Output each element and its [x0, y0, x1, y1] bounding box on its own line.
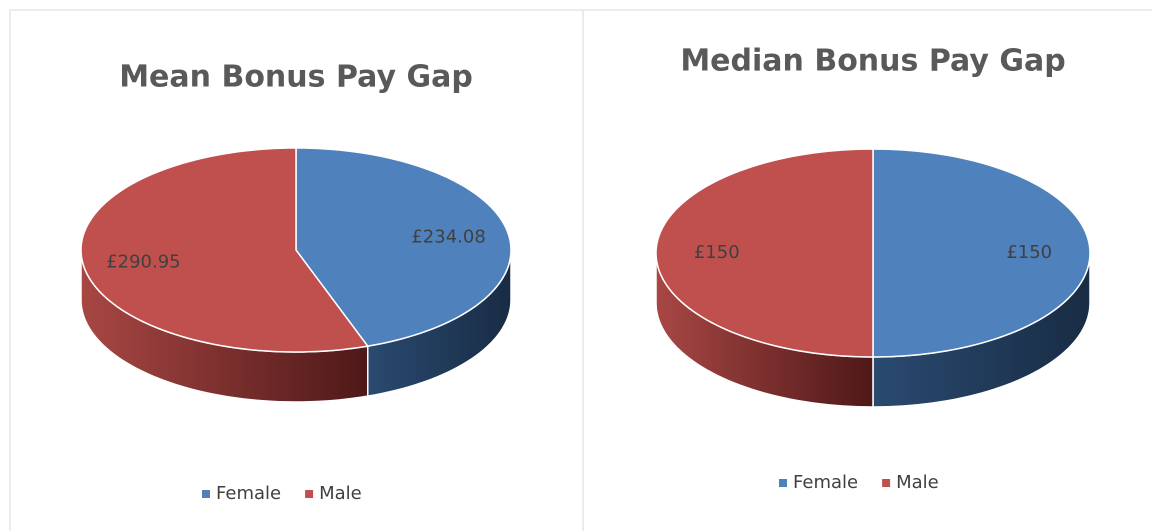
data-label: £150 [1006, 242, 1052, 263]
legend-label: Female [793, 472, 858, 493]
data-label: £290.95 [106, 251, 180, 272]
legend-swatch [882, 479, 891, 487]
legend-swatch [305, 490, 314, 498]
legend-label: Male [319, 483, 362, 504]
pie-slice [295, 147, 512, 347]
legend-swatch [202, 490, 210, 498]
data-label: £234.08 [411, 227, 485, 248]
legend-swatch [779, 479, 787, 487]
legend-label: Female [216, 483, 281, 504]
data-label: £150 [694, 242, 740, 263]
panel-border [582, 9, 1152, 531]
legend-label: Male [896, 472, 939, 493]
chart-title: Median Bonus Pay Gap [680, 44, 1065, 79]
pie-slice [872, 148, 1091, 358]
pie-slice [80, 147, 370, 353]
chart-title: Mean Bonus Pay Gap [119, 60, 473, 95]
pie-slice [655, 148, 874, 358]
